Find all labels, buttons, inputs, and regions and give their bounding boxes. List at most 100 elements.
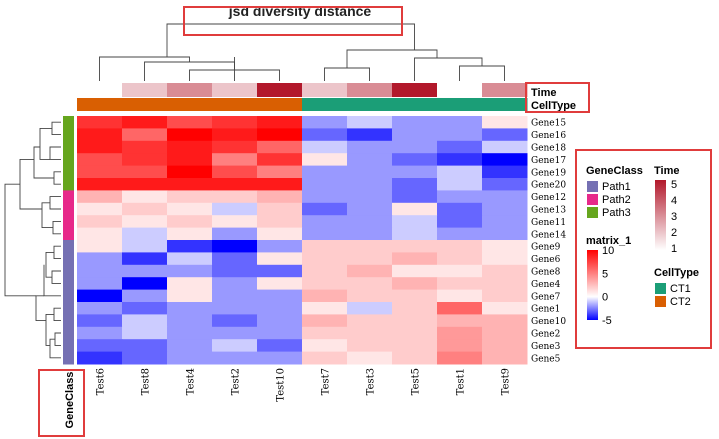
dendrogram-branch	[43, 264, 61, 297]
geneclass-annotation-cell	[63, 339, 74, 353]
heatmap-cell	[437, 314, 483, 328]
dendrogram-branch	[51, 270, 61, 284]
heatmap-cell	[167, 289, 213, 303]
heatmap-cell	[77, 264, 123, 278]
heatmap-cell	[77, 202, 123, 216]
heatmap-cell	[392, 178, 438, 191]
geneclass-legend-label: Path2	[602, 194, 631, 206]
time-annotation-cell	[77, 83, 123, 97]
heatmap-cell	[167, 240, 213, 253]
heatmap-cell	[122, 190, 168, 204]
geneclass-legend-label: Path1	[602, 181, 631, 193]
heatmap-cell	[302, 153, 348, 167]
row-dendrogram	[4, 121, 61, 359]
heatmap-cell	[302, 165, 348, 179]
heatmap-cell	[77, 302, 123, 315]
heatmap-cell	[167, 277, 213, 291]
heatmap-cell	[437, 302, 483, 315]
heatmap-cell	[392, 190, 438, 204]
column-label: Test1	[456, 368, 467, 395]
celltype-legend-label: CT1	[670, 283, 691, 295]
heatmap-cell	[167, 326, 213, 340]
heatmap-cell	[437, 326, 483, 340]
row-label: Gene10	[531, 317, 566, 327]
celltype-annotation-cell	[437, 98, 483, 111]
heatmap-cell	[77, 165, 123, 179]
heatmap-cell	[122, 289, 168, 303]
time-annotation-cell	[302, 83, 348, 97]
heatmap-cell	[302, 202, 348, 216]
heatmap-cell	[257, 227, 303, 241]
heatmap-cell	[392, 277, 438, 291]
heatmap-cell	[347, 289, 393, 303]
heatmap-cell	[392, 264, 438, 278]
celltype-annotation-cell	[482, 98, 528, 111]
heatmap-cell	[122, 277, 168, 291]
heatmap-cell	[122, 339, 168, 353]
heatmap-cell	[392, 289, 438, 303]
heatmap-cell	[437, 128, 483, 142]
geneclass-annotation-label: GeneClass	[64, 372, 76, 429]
heatmap-cell	[392, 140, 438, 154]
heatmap-cell	[347, 202, 393, 216]
heatmap-cell	[212, 252, 258, 266]
geneclass-annotation-cell	[63, 215, 74, 229]
heatmap-cell	[392, 227, 438, 241]
heatmap-cell	[257, 190, 303, 204]
time-annotation-cell	[437, 83, 483, 97]
geneclass-annotation-cell	[63, 314, 74, 328]
heatmap-cell	[437, 116, 483, 129]
celltype-annotation-cell	[122, 98, 168, 111]
heatmap-cell	[302, 277, 348, 291]
heatmap-cell	[167, 153, 213, 167]
heatmap-cell	[212, 165, 258, 179]
heatmap-cell	[167, 351, 213, 365]
heatmap-cell	[302, 314, 348, 328]
column-label: Test9	[501, 368, 512, 395]
heatmap-cell	[347, 128, 393, 142]
time-annotation-bar	[77, 83, 528, 97]
dendrogram-branch	[49, 196, 61, 210]
geneclass-legend-swatch	[587, 207, 598, 218]
colorscale-tick-label: 5	[602, 268, 608, 280]
heatmap-cell	[257, 314, 303, 328]
geneclass-legend-label: Path3	[602, 207, 631, 219]
heatmap-cell	[302, 326, 348, 340]
heatmap-cell	[392, 202, 438, 216]
dendrogram-branch	[52, 220, 61, 235]
heatmap-cell	[437, 351, 483, 365]
heatmap-cell	[302, 178, 348, 191]
heatmap-cell	[212, 339, 258, 353]
heatmap-cell	[77, 116, 123, 129]
geneclass-annotation-cell	[63, 178, 74, 191]
heatmap-cell	[122, 326, 168, 340]
heatmap-cell	[212, 264, 258, 278]
geneclass-annotation-cell	[63, 326, 74, 340]
heatmap-cell	[257, 339, 303, 353]
heatmap-cell	[77, 314, 123, 328]
row-labels: Gene15 Gene16 Gene18 Gene17 Gene19 Gene20 Gene…	[531, 119, 566, 365]
heatmap-cell	[347, 140, 393, 154]
heatmap-cell	[122, 252, 168, 266]
heatmap-cell	[347, 302, 393, 315]
heatmap-cell	[482, 351, 528, 365]
heatmap-cell	[347, 351, 393, 365]
geneclass-annotation-cell	[63, 240, 74, 253]
heatmap-cell	[212, 153, 258, 167]
heatmap-cell	[122, 314, 168, 328]
heatmap-cell	[167, 227, 213, 241]
time-annotation-cell	[347, 83, 393, 97]
celltype-annotation-cell	[392, 98, 438, 111]
heatmap-cell	[257, 264, 303, 278]
row-label: Gene15	[531, 119, 566, 129]
time-legend-tick-label: 5	[671, 179, 677, 191]
heatmap-cell	[257, 178, 303, 191]
colorscale-legend-title: matrix_1	[586, 235, 631, 247]
heatmap-cell	[482, 116, 528, 129]
heatmap-cell	[122, 202, 168, 216]
highlight-box-annotation-labels	[525, 82, 590, 113]
dendrogram-branch	[166, 23, 415, 57]
heatmap-cell	[392, 351, 438, 365]
